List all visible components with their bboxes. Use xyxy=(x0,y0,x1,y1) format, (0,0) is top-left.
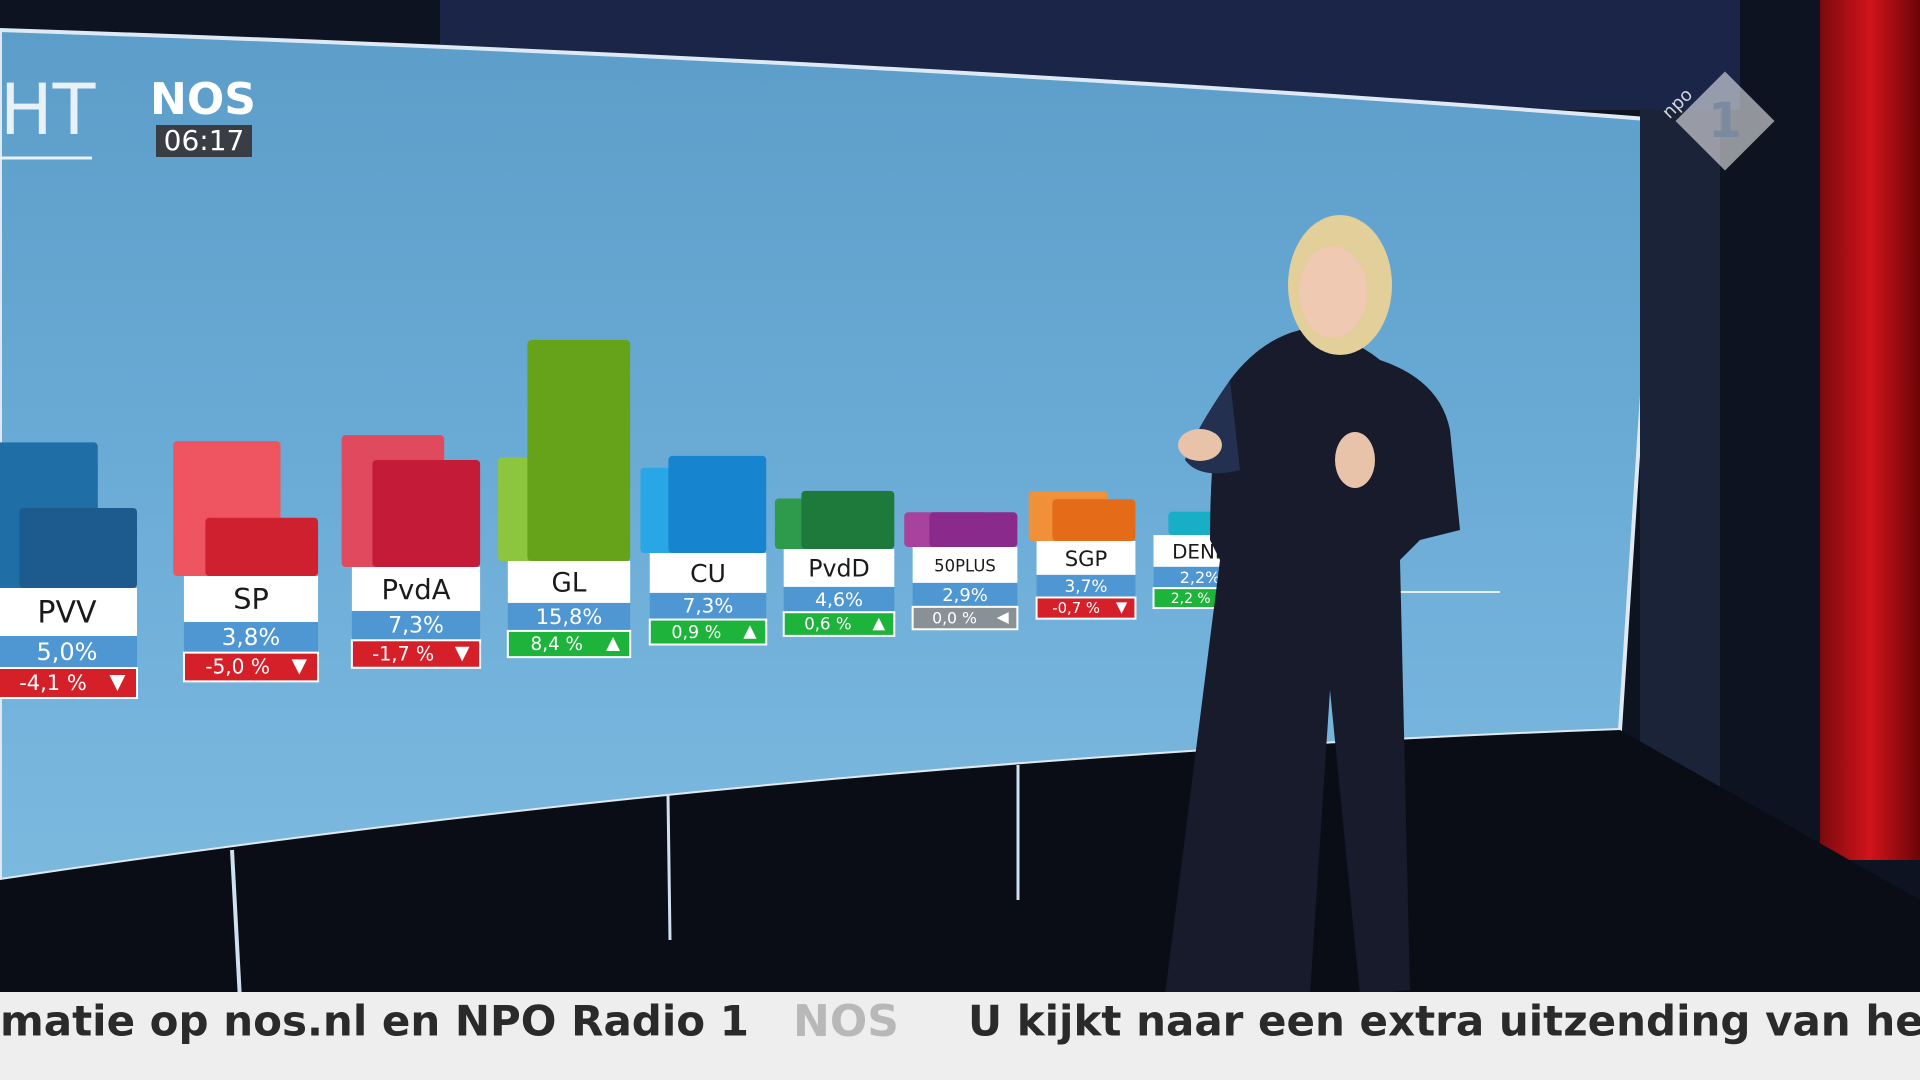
party-name: CU xyxy=(690,559,726,588)
presenter-hand xyxy=(1335,432,1375,488)
party-name: GL xyxy=(552,568,587,598)
clock-box xyxy=(156,125,252,157)
change-label: -5,0 % xyxy=(205,655,270,679)
presenter-hand xyxy=(1178,429,1222,461)
change-label: 8,4 % xyxy=(531,634,583,655)
ticker-text: matie op nos.nl en NPO Radio 1 xyxy=(0,997,749,1046)
value-box xyxy=(649,592,767,620)
party-name: SGP xyxy=(1065,546,1108,571)
studio-light xyxy=(666,794,672,941)
value-box xyxy=(507,602,631,631)
party-box xyxy=(783,549,895,587)
value-label: 3,7% xyxy=(1064,576,1107,596)
party-box xyxy=(507,561,631,603)
trend-arrow xyxy=(291,659,307,675)
nos-logo: NOS xyxy=(150,74,256,125)
value-box xyxy=(0,636,137,668)
trend-arrow xyxy=(606,637,621,652)
value-label: 4,6% xyxy=(815,589,863,611)
presenter-face xyxy=(1299,246,1367,338)
wall-title: HT xyxy=(0,69,96,151)
party-box xyxy=(649,553,767,593)
value-box xyxy=(183,621,319,653)
red-panel xyxy=(1820,0,1920,860)
bar xyxy=(801,490,895,549)
trend-arrow xyxy=(109,675,126,691)
party-box xyxy=(183,576,319,622)
value-label: 5,0% xyxy=(37,638,98,666)
value-box xyxy=(351,610,481,641)
trend-arrow xyxy=(743,625,757,639)
presenter xyxy=(1165,215,1460,995)
trend-arrow xyxy=(996,612,1009,625)
change-label: 0,9 % xyxy=(671,623,721,643)
change-box xyxy=(1035,596,1137,620)
bar xyxy=(1052,499,1136,541)
party-box xyxy=(0,588,137,636)
value-box xyxy=(1036,574,1136,598)
bar xyxy=(527,340,631,561)
party-box xyxy=(1036,541,1136,575)
party-name: 50PLUS xyxy=(934,556,996,575)
party-name: SP xyxy=(233,582,269,616)
studio-floor xyxy=(0,730,1920,1000)
ticker-logo: NOS xyxy=(793,996,899,1047)
change-label: -4,1 % xyxy=(19,671,87,695)
bar xyxy=(929,512,1018,547)
presenter-body xyxy=(1165,330,1460,995)
change-label: 0,0 % xyxy=(932,609,977,628)
trend-arrow xyxy=(454,646,470,662)
party-name: PVV xyxy=(37,596,97,631)
value-label: 7,3% xyxy=(683,594,734,618)
clock: 06:17 xyxy=(164,124,245,157)
value-box xyxy=(912,582,1018,607)
party-name: PvdA xyxy=(381,574,450,606)
bar xyxy=(668,455,767,553)
bar-chart: PVV 5,0% -4,1 % SP 3,8% -5,0 % PvdA 7,3% -1,7 % G… xyxy=(0,340,1248,699)
change-label: -1,7 % xyxy=(372,643,434,666)
bar xyxy=(19,508,137,588)
value-box xyxy=(783,586,895,613)
ticker-bar xyxy=(0,992,1920,1080)
value-label: 3,8% xyxy=(222,625,280,651)
trend-arrow xyxy=(872,617,886,631)
change-label: 0,6 % xyxy=(804,615,851,634)
value-label: 2,2% xyxy=(1180,568,1220,587)
bar xyxy=(205,517,319,576)
trend-arrow xyxy=(1115,602,1128,614)
channel-number: 1 xyxy=(1708,93,1741,149)
change-box xyxy=(782,611,896,637)
party-box xyxy=(351,567,481,611)
change-label: -0,7 % xyxy=(1052,600,1100,617)
bar xyxy=(372,460,481,567)
studio-light xyxy=(230,849,242,1001)
party-box xyxy=(912,547,1018,583)
party-name: PvdD xyxy=(808,554,870,582)
value-label: 7,3% xyxy=(388,614,444,639)
ticker-text: U kijkt naar een extra uitzending van he… xyxy=(968,997,1920,1046)
change-label: 2,2 % xyxy=(1171,591,1211,607)
change-box xyxy=(911,605,1019,631)
studio-pillar xyxy=(1640,110,1720,870)
value-label: 15,8% xyxy=(536,605,603,629)
value-label: 2,9% xyxy=(942,585,988,606)
